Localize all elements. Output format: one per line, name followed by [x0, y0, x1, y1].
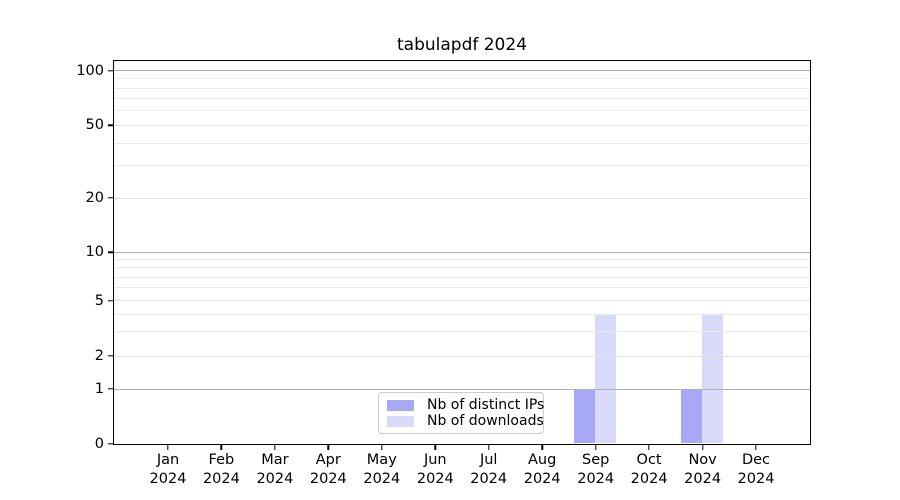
gridline-labeled [114, 197, 810, 199]
x-tick-mark [381, 445, 383, 450]
y-tick-label: 10 [85, 244, 104, 261]
y-tick-mark [108, 124, 113, 126]
x-tick-mark [274, 445, 276, 450]
x-tick-month: Nov [688, 452, 717, 468]
x-tick-month: Dec [741, 452, 771, 468]
gridline-minor [114, 165, 810, 167]
legend-label: Nb of downloads [427, 413, 544, 429]
x-tick-year: 2024 [577, 470, 615, 487]
x-tick-month: Jun [423, 452, 447, 468]
x-tick-year: 2024 [684, 470, 722, 487]
legend-swatch-distinct-ips [387, 399, 414, 411]
x-tick-mark [327, 445, 329, 450]
x-tick-mark [167, 445, 169, 450]
y-tick-mark [108, 197, 113, 199]
y-tick-mark [108, 355, 113, 357]
y-tick-mark [108, 299, 113, 302]
legend-swatch-downloads [387, 415, 414, 427]
x-tick-mark [487, 445, 490, 450]
x-tick-mark [755, 445, 757, 450]
legend-item: Nb of downloads [387, 413, 544, 429]
x-tick-month: May [366, 452, 397, 468]
x-tick-mark [220, 445, 223, 450]
plot-area [113, 60, 811, 445]
chart-title: tabulapdf 2024 [396, 35, 528, 55]
gridline-minor [114, 110, 810, 112]
x-tick-month: Apr [315, 452, 341, 468]
x-tick-label: Aug 2024 [524, 451, 561, 488]
x-tick-month: Mar [261, 452, 289, 468]
y-tick-label: 2 [94, 348, 104, 364]
y-tick-label: 100 [76, 62, 104, 79]
x-tick-month: Jan [156, 452, 180, 468]
gridline-labeled [114, 355, 810, 357]
x-tick-mark [648, 445, 650, 450]
x-tick-label: Oct 2024 [631, 451, 668, 488]
gridline-minor [114, 267, 810, 269]
y-tick-label: 1 [94, 381, 104, 397]
gridline-minor [114, 98, 810, 100]
x-tick-year: 2024 [416, 470, 454, 487]
gridline-minor [114, 331, 810, 332]
gridline-minor [114, 313, 810, 315]
gridline-labeled [114, 124, 810, 126]
x-tick-mark [541, 445, 543, 450]
bar-downloads-sep [595, 313, 617, 443]
gridline-major [114, 70, 810, 71]
x-tick-year: 2024 [470, 470, 508, 487]
gridline-minor [114, 259, 810, 261]
x-tick-month: Aug [528, 452, 557, 468]
x-tick-label: Jan 2024 [150, 451, 187, 488]
y-tick-mark [108, 251, 113, 253]
x-tick-label: Jun 2024 [417, 451, 454, 488]
x-tick-month: Jul [479, 452, 498, 468]
x-tick-month: Feb [208, 452, 235, 468]
x-tick-year: 2024 [256, 470, 294, 487]
x-tick-label: Feb 2024 [203, 451, 240, 488]
x-tick-mark [701, 445, 704, 450]
y-tick-label: 5 [94, 292, 104, 309]
x-tick-label: Jul 2024 [470, 451, 507, 488]
bar-distinct-ips-sep [574, 388, 596, 443]
x-tick-year: 2024 [309, 470, 347, 487]
x-tick-year: 2024 [630, 470, 668, 487]
x-tick-label: Dec 2024 [738, 451, 775, 488]
x-tick-label: Nov 2024 [684, 451, 721, 488]
x-tick-label: Apr 2024 [310, 451, 347, 488]
bar-distinct-ips-nov [681, 388, 703, 443]
gridline-minor [114, 78, 810, 80]
y-tick-label: 0 [94, 435, 104, 452]
gridline-minor [114, 287, 810, 289]
y-tick-mark [108, 388, 113, 390]
y-tick-label: 20 [85, 190, 104, 207]
x-tick-mark [434, 445, 436, 450]
x-tick-label: May 2024 [363, 451, 400, 488]
gridline-minor [114, 142, 810, 144]
x-tick-month: Oct [636, 452, 662, 468]
x-tick-year: 2024 [149, 470, 187, 487]
x-tick-year: 2024 [202, 470, 240, 487]
gridline-labeled [114, 300, 810, 302]
x-tick-year: 2024 [737, 470, 775, 487]
x-tick-month: Sep [582, 452, 610, 468]
x-tick-label: Sep 2024 [577, 451, 614, 488]
x-tick-mark [594, 445, 597, 450]
legend: Nb of distinct IPs Nb of downloads [378, 392, 544, 434]
gridline-major [114, 251, 810, 253]
x-tick-label: Mar 2024 [256, 451, 293, 488]
bar-downloads-nov [702, 313, 724, 443]
legend-item: Nb of distinct IPs [387, 397, 544, 413]
legend-label: Nb of distinct IPs [427, 397, 545, 413]
gridline-major [114, 388, 810, 390]
y-tick-mark [108, 69, 113, 72]
y-tick-mark [108, 442, 113, 445]
gridline-minor [114, 87, 810, 89]
x-tick-year: 2024 [523, 470, 561, 487]
x-tick-year: 2024 [363, 470, 401, 487]
y-tick-label: 50 [85, 117, 104, 134]
gridline-minor [114, 276, 810, 278]
